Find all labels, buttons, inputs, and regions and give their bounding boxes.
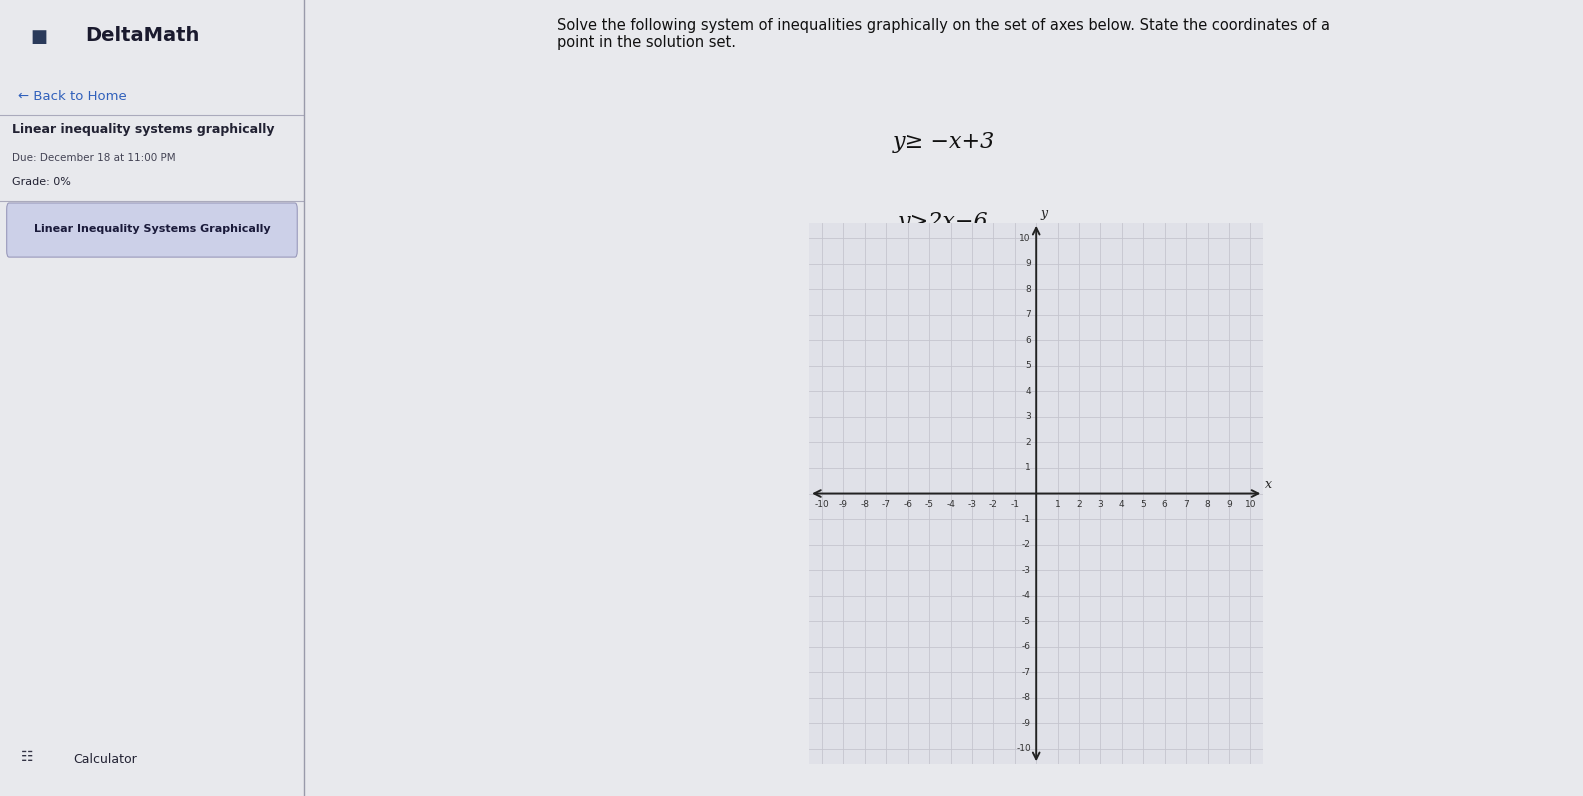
Text: -9: -9 — [839, 500, 848, 509]
Text: y≥ −x+3: y≥ −x+3 — [893, 131, 994, 154]
Text: 10: 10 — [1244, 500, 1257, 509]
Text: 4: 4 — [1026, 387, 1031, 396]
Text: Calculator: Calculator — [73, 753, 136, 766]
Text: -6: -6 — [1023, 642, 1031, 651]
Text: 5: 5 — [1140, 500, 1146, 509]
Text: -2: -2 — [1023, 540, 1031, 549]
Text: -10: -10 — [815, 500, 829, 509]
FancyBboxPatch shape — [6, 203, 298, 257]
Text: 9: 9 — [1227, 500, 1232, 509]
Text: 8: 8 — [1026, 285, 1031, 294]
Text: 10: 10 — [1019, 234, 1031, 243]
Text: -1: -1 — [1010, 500, 1019, 509]
Text: y>2x−6: y>2x−6 — [898, 211, 989, 233]
Text: 4: 4 — [1119, 500, 1124, 509]
Text: -1: -1 — [1023, 514, 1031, 524]
Text: -2: -2 — [989, 500, 997, 509]
Text: 5: 5 — [1026, 361, 1031, 370]
Text: -6: -6 — [904, 500, 912, 509]
Text: 6: 6 — [1162, 500, 1168, 509]
Text: DeltaMath: DeltaMath — [85, 26, 199, 45]
Text: 7: 7 — [1026, 310, 1031, 319]
Text: 9: 9 — [1026, 259, 1031, 268]
Text: -7: -7 — [1023, 668, 1031, 677]
Text: Solve the following system of inequalities graphically on the set of axes below.: Solve the following system of inequaliti… — [557, 18, 1330, 50]
Text: -4: -4 — [1023, 591, 1031, 600]
Text: 6: 6 — [1026, 336, 1031, 345]
Text: 2: 2 — [1076, 500, 1081, 509]
Text: 2: 2 — [1026, 438, 1031, 447]
Text: Grade: 0%: Grade: 0% — [13, 177, 71, 187]
Text: -9: -9 — [1023, 719, 1031, 728]
Text: -4: -4 — [947, 500, 955, 509]
Text: -8: -8 — [1023, 693, 1031, 702]
Text: ← Back to Home: ← Back to Home — [19, 90, 127, 103]
Text: y: y — [1040, 207, 1048, 220]
Text: 3: 3 — [1026, 412, 1031, 421]
Text: -5: -5 — [924, 500, 934, 509]
Text: Linear inequality systems graphically: Linear inequality systems graphically — [13, 123, 275, 136]
Text: ☷: ☷ — [21, 750, 33, 764]
Text: Due: December 18 at 11:00 PM: Due: December 18 at 11:00 PM — [13, 153, 176, 163]
Text: -8: -8 — [860, 500, 869, 509]
Text: 1: 1 — [1054, 500, 1061, 509]
Text: -3: -3 — [1023, 566, 1031, 575]
Text: -3: -3 — [967, 500, 977, 509]
Text: -10: -10 — [1016, 744, 1031, 753]
Text: 3: 3 — [1097, 500, 1103, 509]
Text: 7: 7 — [1183, 500, 1189, 509]
Text: ■: ■ — [30, 28, 47, 46]
Text: x: x — [1265, 478, 1273, 491]
Text: Linear Inequality Systems Graphically: Linear Inequality Systems Graphically — [33, 224, 271, 234]
Text: 8: 8 — [1205, 500, 1211, 509]
Text: -5: -5 — [1023, 617, 1031, 626]
Text: 1: 1 — [1026, 463, 1031, 473]
Text: -7: -7 — [882, 500, 891, 509]
